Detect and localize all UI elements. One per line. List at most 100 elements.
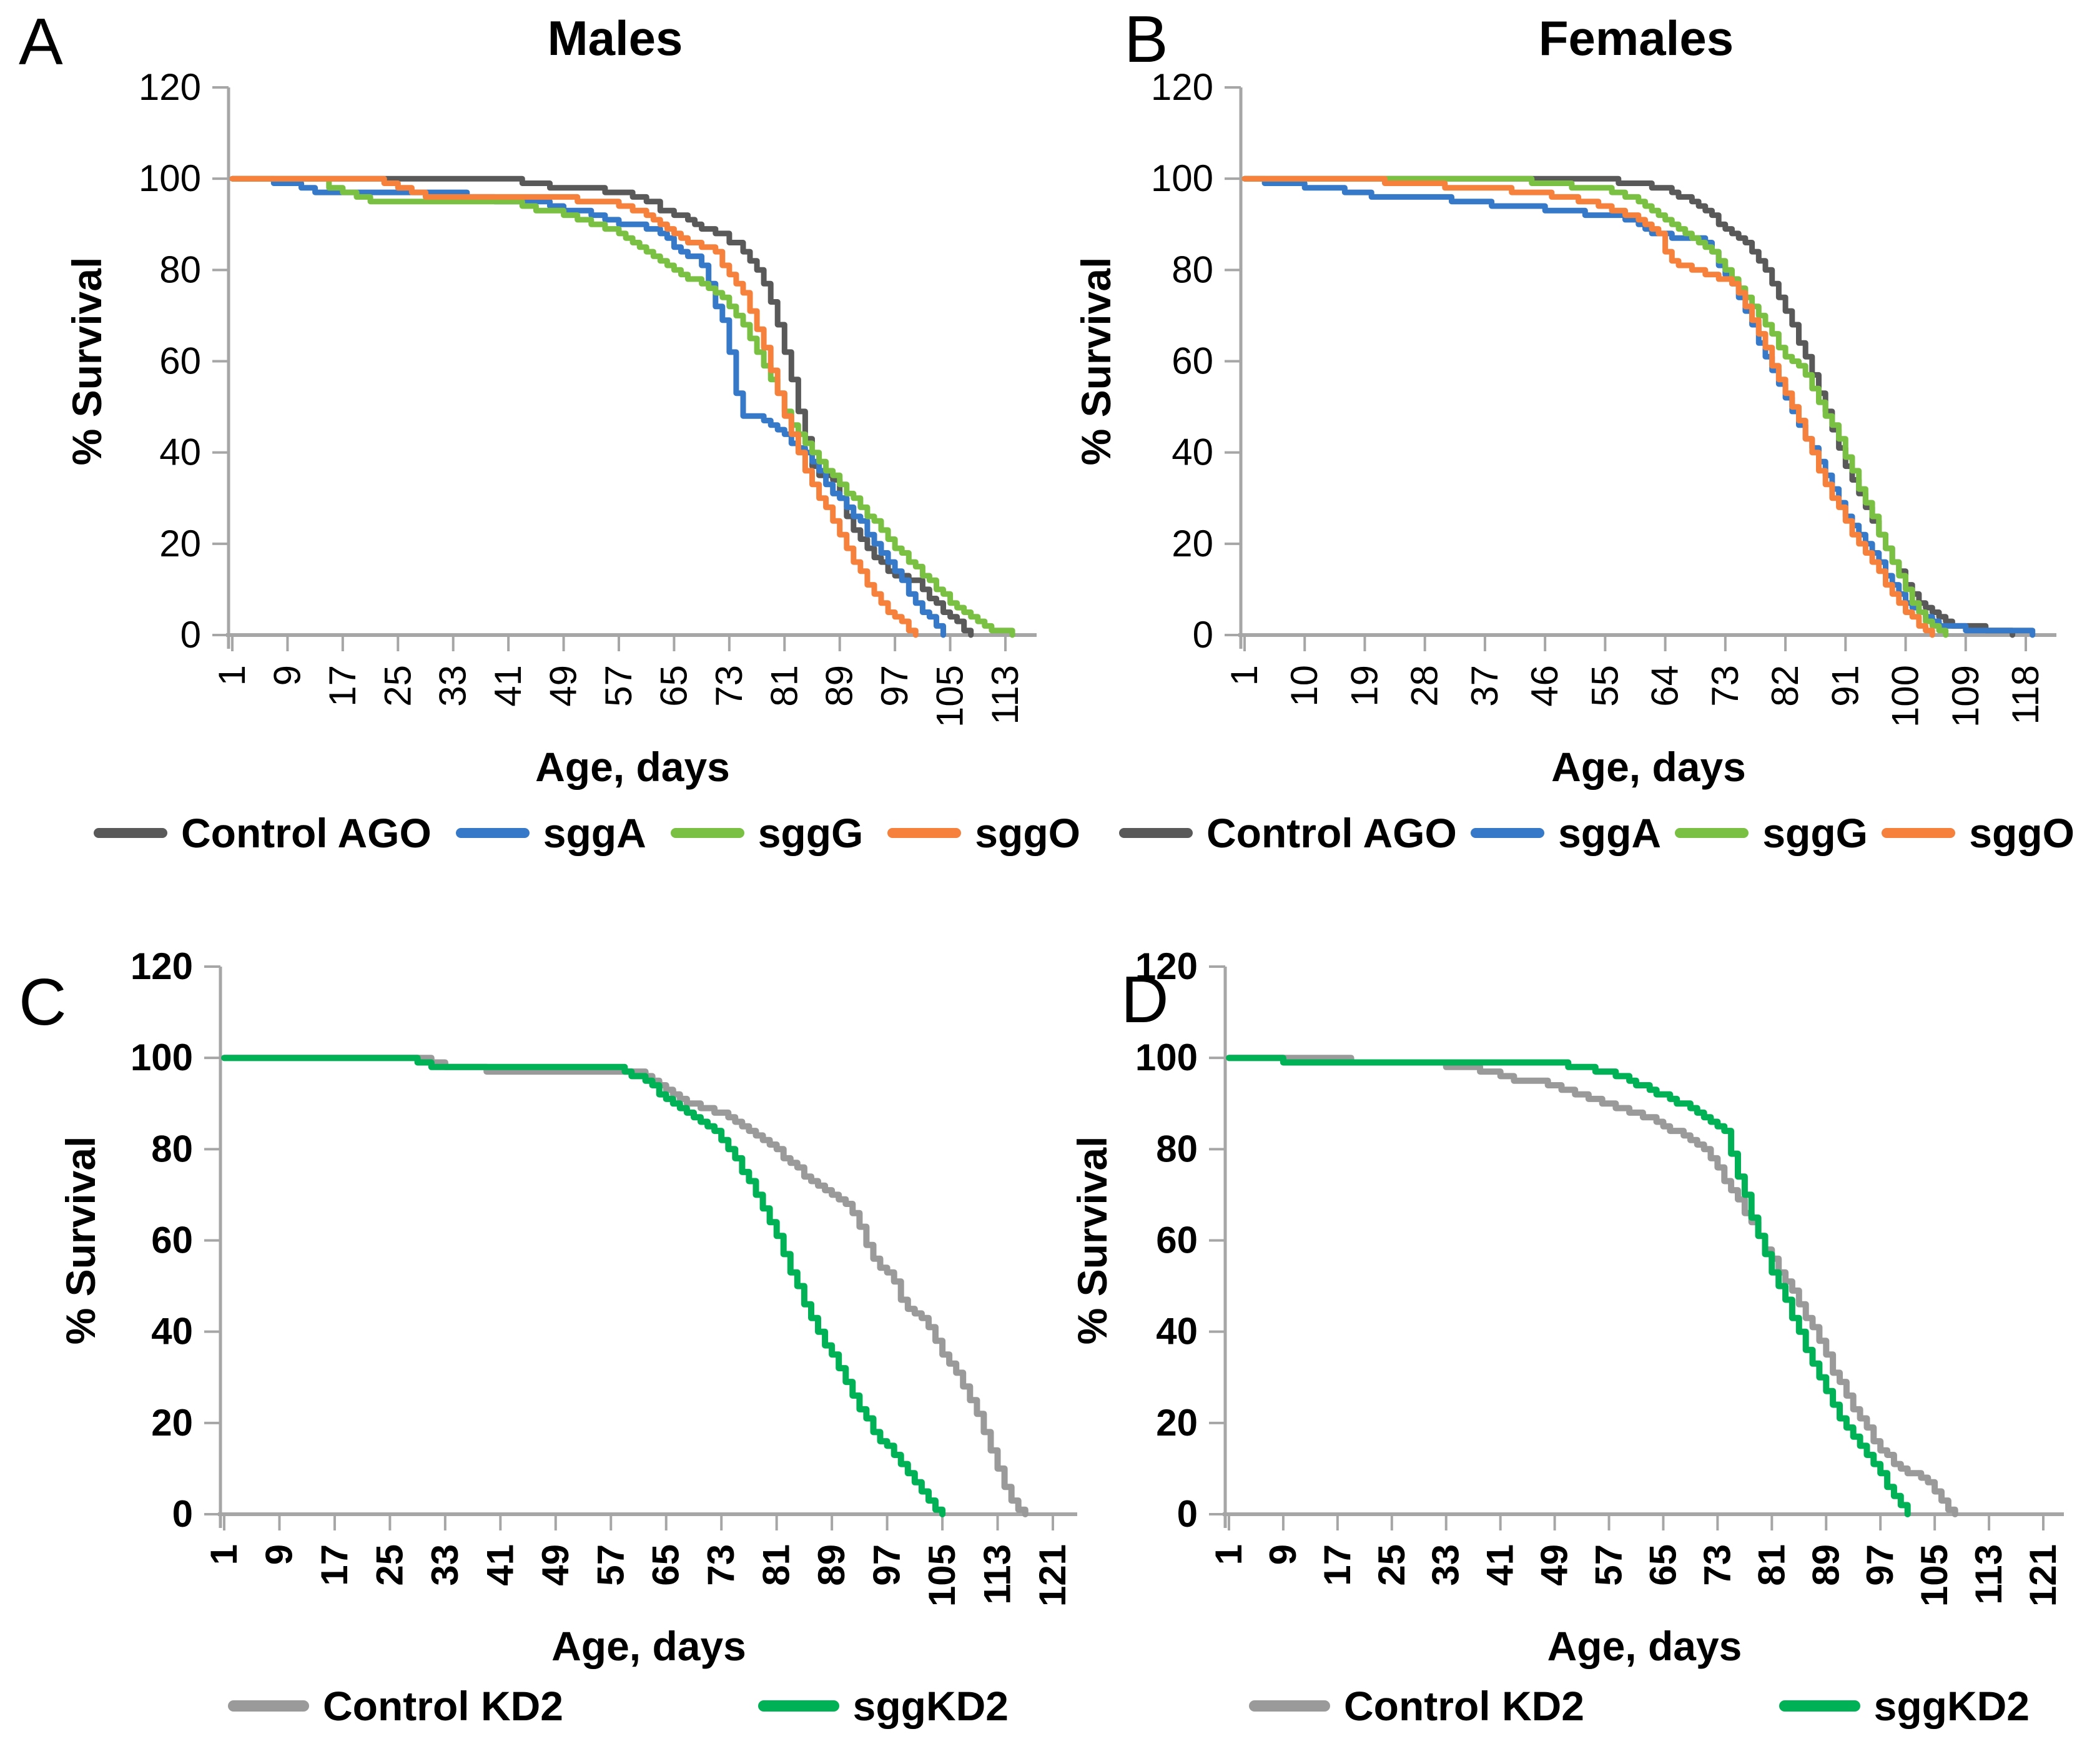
legend-item-control-ago: Control AGO xyxy=(1119,812,1457,854)
legend-item-sggkd2: sggKD2 xyxy=(1779,1685,2030,1727)
survival-curve-sggo xyxy=(229,175,919,638)
y-tick-label: 100 xyxy=(1151,157,1213,199)
y-tick-label: 0 xyxy=(180,614,201,656)
y-tick-label: 0 xyxy=(1177,1493,1198,1535)
legend-item-sggo: sggO xyxy=(1882,812,2075,854)
legend-item-sgga: sggA xyxy=(1471,812,1661,854)
legend-item-control-ago: Control AGO xyxy=(94,812,432,854)
legend-item-control-kd2: Control KD2 xyxy=(228,1685,563,1727)
x-axis-title: Age, days xyxy=(551,1623,746,1669)
x-tick-label: 105 xyxy=(929,665,971,727)
series-color-swatch xyxy=(1249,1700,1330,1712)
legend-panel-b: Control AGO sggA sggG sggO xyxy=(1119,807,2075,859)
x-tick-label: 65 xyxy=(1642,1544,1684,1586)
x-tick-label: 109 xyxy=(1945,665,1986,727)
x-tick-label: 10 xyxy=(1283,665,1325,707)
y-tick-label: 0 xyxy=(172,1493,193,1535)
x-tick-label: 100 xyxy=(1885,665,1927,727)
y-axis-title: % Survival xyxy=(57,1136,104,1345)
x-tick-label: 97 xyxy=(874,665,915,707)
y-tick-label: 80 xyxy=(159,249,201,290)
series-label: sggO xyxy=(975,810,1080,856)
y-tick-label: 60 xyxy=(151,1220,193,1261)
x-tick-label: 37 xyxy=(1464,665,1506,707)
series-color-swatch xyxy=(1675,828,1749,838)
legend-panel-a: Control AGO sggA sggG sggO xyxy=(94,807,1080,859)
series-color-swatch xyxy=(1471,828,1545,838)
y-tick-label: 40 xyxy=(1156,1311,1198,1353)
legend-item-sggkd2: sggKD2 xyxy=(757,1685,1009,1727)
x-tick-label: 49 xyxy=(543,665,585,707)
series-color-swatch xyxy=(670,828,744,838)
y-tick-label: 80 xyxy=(1156,1128,1198,1170)
series-color-swatch xyxy=(455,828,530,838)
x-tick-label: 41 xyxy=(487,665,529,707)
x-tick-label: 41 xyxy=(1479,1544,1521,1586)
x-tick-label: 73 xyxy=(1704,665,1746,707)
series-label: Control AGO xyxy=(181,810,432,856)
y-tick-label: 40 xyxy=(159,431,201,473)
legend-panel-d: Control KD2 sggKD2 xyxy=(1249,1680,2030,1732)
y-axis-title: % Survival xyxy=(64,257,110,466)
series-label: Control KD2 xyxy=(323,1683,563,1729)
series-label: Control AGO xyxy=(1206,810,1457,856)
x-tick-label: 9 xyxy=(1262,1544,1304,1565)
x-tick-label: 1 xyxy=(211,665,253,686)
y-axis-title: % Survival xyxy=(1073,257,1119,466)
x-tick-label: 28 xyxy=(1404,665,1446,707)
x-tick-label: 97 xyxy=(1859,1544,1901,1586)
legend-panel-c: Control KD2 sggKD2 xyxy=(228,1680,1009,1732)
survival-curve-sggkd2 xyxy=(1226,1055,1911,1517)
x-tick-label: 9 xyxy=(258,1544,300,1565)
x-tick-label: 121 xyxy=(1032,1544,1073,1607)
x-tick-label: 89 xyxy=(819,665,861,707)
x-axis-title: Age, days xyxy=(1551,744,1746,790)
series-label: sggO xyxy=(1969,810,2075,856)
survival-curve-sggg xyxy=(1241,175,1949,638)
x-tick-label: 73 xyxy=(1696,1544,1738,1586)
x-tick-label: 19 xyxy=(1343,665,1385,707)
survival-curve-control-ago xyxy=(1241,175,2016,638)
panel-letter-c: C xyxy=(19,965,67,1039)
series-color-swatch xyxy=(1119,828,1193,838)
x-tick-label: 64 xyxy=(1644,665,1686,707)
x-tick-label: 81 xyxy=(763,665,805,707)
legend-item-sggg: sggG xyxy=(1675,812,1868,854)
x-tick-label: 17 xyxy=(1316,1544,1358,1586)
x-tick-label: 46 xyxy=(1524,665,1566,707)
series-label: sggG xyxy=(757,810,864,856)
series-label: sggG xyxy=(1762,810,1868,856)
panel-letter-d: D xyxy=(1121,963,1169,1037)
series-color-swatch xyxy=(1882,828,1956,838)
y-tick-label: 60 xyxy=(159,340,201,382)
panel-title-males: Males xyxy=(547,11,683,66)
series-color-swatch xyxy=(1779,1700,1860,1712)
x-tick-label: 97 xyxy=(866,1544,908,1586)
y-tick-label: 120 xyxy=(131,945,193,987)
legend-item-control-kd2: Control KD2 xyxy=(1249,1685,1584,1727)
x-tick-label: 57 xyxy=(1588,1544,1630,1586)
x-tick-label: 89 xyxy=(1805,1544,1847,1586)
series-color-swatch xyxy=(757,1700,839,1712)
y-tick-label: 20 xyxy=(159,523,201,564)
x-tick-label: 73 xyxy=(700,1544,742,1586)
series-color-swatch xyxy=(94,828,167,838)
x-tick-label: 105 xyxy=(1913,1544,1955,1607)
x-tick-label: 82 xyxy=(1764,665,1806,707)
x-tick-label: 49 xyxy=(535,1544,576,1586)
series-label: sggKD2 xyxy=(1873,1683,2030,1729)
y-tick-label: 120 xyxy=(1135,945,1198,987)
panel-letter-b: B xyxy=(1124,2,1168,76)
survival-curve-sgga xyxy=(1241,175,2036,638)
x-tick-label: 91 xyxy=(1824,665,1866,707)
x-tick-label: 113 xyxy=(1968,1544,2010,1605)
x-tick-label: 65 xyxy=(645,1544,687,1586)
x-tick-label: 113 xyxy=(977,1544,1019,1605)
y-tick-label: 0 xyxy=(1193,614,1213,656)
y-tick-label: 100 xyxy=(131,1037,193,1078)
x-tick-label: 81 xyxy=(756,1544,797,1586)
survival-curve-sggkd2 xyxy=(221,1055,946,1517)
x-tick-label: 33 xyxy=(432,665,474,707)
y-tick-label: 120 xyxy=(1151,66,1213,108)
